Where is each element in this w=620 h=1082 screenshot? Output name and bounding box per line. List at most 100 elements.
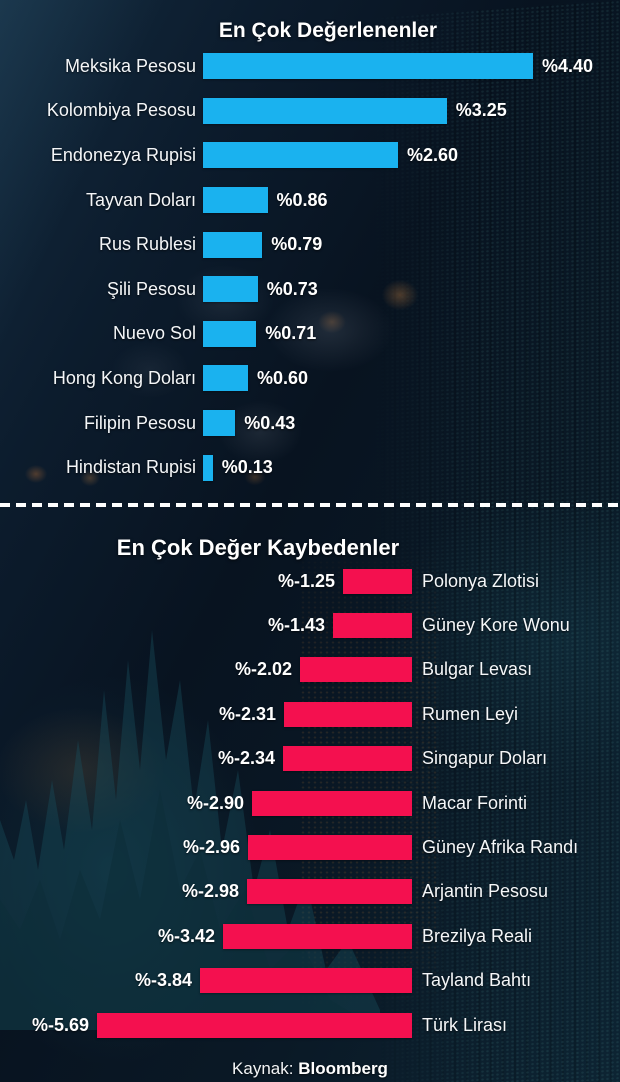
losers-chart: %-1.25 Polonya Zlotisi %-1.43 Güney Kore Wo… bbox=[0, 559, 620, 1047]
currency-label-zone: Hindistan Rupisi bbox=[0, 457, 196, 478]
gain-value-label: %2.60 bbox=[407, 144, 459, 165]
currency-label-zone: Meksika Pesosu bbox=[0, 56, 196, 77]
gainer-row: Hindistan Rupisi %0.13 bbox=[0, 445, 620, 490]
loss-value-label: %-2.90 bbox=[186, 792, 244, 813]
currency-label: Güney Kore Wonu bbox=[422, 615, 570, 636]
loss-bar bbox=[248, 834, 412, 860]
loss-bar-zone: %-2.02 bbox=[0, 657, 412, 683]
gainers-title: En Çok Değerlenenler bbox=[218, 19, 438, 42]
currency-label: Bulgar Levası bbox=[422, 659, 533, 680]
loss-bar bbox=[223, 923, 412, 949]
gain-bar bbox=[203, 365, 248, 392]
loser-row: %-2.31 Rumen Leyi bbox=[0, 692, 620, 736]
currency-label: Singapur Doları bbox=[422, 748, 548, 769]
loss-value-label: %-2.02 bbox=[234, 659, 292, 680]
gainer-row: Meksika Pesosu %4.40 bbox=[0, 44, 620, 89]
currency-label-zone: Endonezya Rupisi bbox=[0, 145, 196, 166]
currency-label-zone: Filipin Pesosu bbox=[0, 413, 196, 434]
loss-value-label: %-1.25 bbox=[277, 570, 335, 591]
loss-value-label: %-2.98 bbox=[181, 881, 239, 902]
source-name: Bloomberg bbox=[298, 1059, 388, 1079]
loss-bar bbox=[97, 1012, 412, 1038]
gain-bar bbox=[203, 276, 258, 303]
currency-label-zone: Rus Rublesi bbox=[0, 234, 196, 255]
loss-bar-zone: %-2.31 bbox=[0, 701, 412, 727]
currency-label: Meksika Pesosu bbox=[64, 55, 196, 76]
gain-bar bbox=[203, 53, 533, 80]
loser-row: %-2.34 Singapur Doları bbox=[0, 737, 620, 781]
gain-bar bbox=[203, 454, 213, 481]
gain-value-label: %4.40 bbox=[542, 55, 594, 76]
currency-label-zone: Tayvan Doları bbox=[0, 190, 196, 211]
gainer-row: Nuevo Sol %0.71 bbox=[0, 312, 620, 357]
loss-value-label: %-2.34 bbox=[217, 748, 275, 769]
currency-label: Tayland Bahtı bbox=[422, 970, 532, 991]
currency-label: Macar Forinti bbox=[422, 792, 528, 813]
loss-bar-zone: %-5.69 bbox=[0, 1012, 412, 1038]
loss-bar bbox=[300, 657, 412, 683]
loss-bar bbox=[333, 613, 412, 639]
gainer-row: Rus Rublesi %0.79 bbox=[0, 222, 620, 267]
gainer-row: Endonezya Rupisi %2.60 bbox=[0, 133, 620, 178]
loss-bar-zone: %-2.34 bbox=[0, 746, 412, 772]
gain-value-label: %0.43 bbox=[244, 412, 296, 433]
currency-label: Filipin Pesosu bbox=[83, 412, 196, 433]
loss-bar-zone: %-3.42 bbox=[0, 923, 412, 949]
loser-row: %-1.43 Güney Kore Wonu bbox=[0, 603, 620, 647]
currency-label: Şili Pesosu bbox=[106, 278, 196, 299]
currency-label: Hong Kong Doları bbox=[52, 367, 196, 388]
source-credit: Kaynak: Bloomberg bbox=[0, 1057, 620, 1081]
currency-label: Güney Afrika Randı bbox=[422, 836, 579, 857]
currency-label: Endonezya Rupisi bbox=[50, 144, 196, 165]
loser-row: %-3.84 Tayland Bahtı bbox=[0, 958, 620, 1002]
gain-value-label: %0.73 bbox=[266, 278, 318, 299]
loser-row: %-5.69 Türk Lirası bbox=[0, 1003, 620, 1047]
currency-label: Arjantin Pesosu bbox=[422, 881, 549, 902]
gain-bar bbox=[203, 410, 236, 437]
gain-value-label: %0.71 bbox=[265, 323, 317, 344]
gain-value-label: %0.60 bbox=[257, 367, 309, 388]
currency-label-zone: Kolombiya Pesosu bbox=[0, 100, 196, 121]
currency-label: Kolombiya Pesosu bbox=[46, 100, 196, 121]
loss-bar bbox=[283, 746, 412, 772]
gain-bar bbox=[203, 187, 268, 214]
loss-value-label: %-3.84 bbox=[134, 970, 192, 991]
loss-bar-zone: %-2.96 bbox=[0, 834, 412, 860]
source-label: Kaynak: bbox=[232, 1059, 294, 1079]
gain-bar bbox=[203, 231, 263, 258]
currency-label: Türk Lirası bbox=[422, 1014, 508, 1035]
loser-row: %-3.42 Brezilya Reali bbox=[0, 914, 620, 958]
gainer-row: Filipin Pesosu %0.43 bbox=[0, 401, 620, 446]
currency-label: Hindistan Rupisi bbox=[65, 457, 196, 478]
gainer-row: Hong Kong Doları %0.60 bbox=[0, 356, 620, 401]
loss-value-label: %-3.42 bbox=[157, 925, 215, 946]
loss-bar bbox=[200, 968, 412, 994]
gain-bar bbox=[203, 97, 447, 124]
currency-label-zone: Nuevo Sol bbox=[0, 323, 196, 344]
loser-row: %-2.96 Güney Afrika Randı bbox=[0, 825, 620, 869]
gainer-row: Şili Pesosu %0.73 bbox=[0, 267, 620, 312]
loser-row: %-2.02 Bulgar Levası bbox=[0, 648, 620, 692]
loss-value-label: %-5.69 bbox=[31, 1014, 89, 1035]
currency-label: Brezilya Reali bbox=[422, 925, 533, 946]
gainer-row: Tayvan Doları %0.86 bbox=[0, 178, 620, 223]
currency-label: Tayvan Doları bbox=[85, 189, 196, 210]
loss-bar-zone: %-1.43 bbox=[0, 613, 412, 639]
currency-label: Nuevo Sol bbox=[112, 323, 196, 344]
currency-label: Polonya Zlotisi bbox=[422, 570, 540, 591]
gain-bar bbox=[203, 142, 398, 169]
loss-value-label: %-1.43 bbox=[267, 615, 325, 636]
currency-label: Rumen Leyi bbox=[422, 703, 519, 724]
currency-label-zone: Şili Pesosu bbox=[0, 279, 196, 300]
gainers-chart: Meksika Pesosu %4.40 Kolombiya Pesosu %3.25… bbox=[0, 44, 620, 490]
currency-label-zone: Hong Kong Doları bbox=[0, 368, 196, 389]
loss-value-label: %-2.31 bbox=[218, 703, 276, 724]
loser-row: %-1.25 Polonya Zlotisi bbox=[0, 559, 620, 603]
loss-bar bbox=[284, 701, 412, 727]
gain-value-label: %0.13 bbox=[221, 457, 273, 478]
loser-row: %-2.98 Arjantin Pesosu bbox=[0, 870, 620, 914]
loss-bar bbox=[343, 568, 412, 594]
loss-bar bbox=[247, 879, 412, 905]
